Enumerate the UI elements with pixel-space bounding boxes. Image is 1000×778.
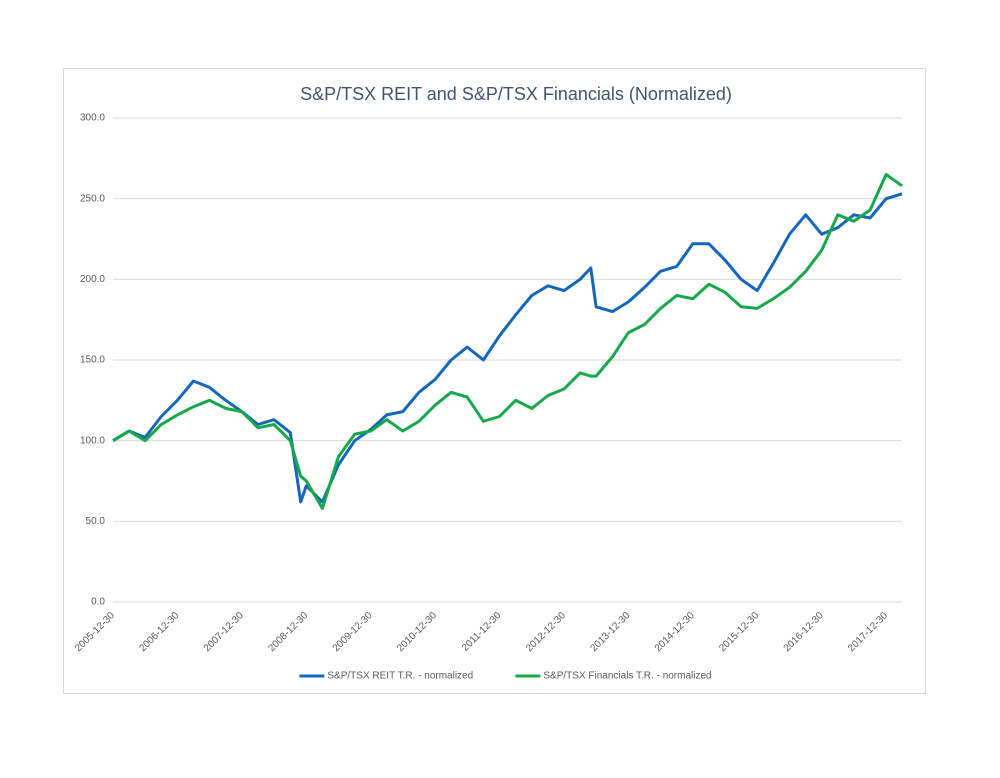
chart-title: S&P/TSX REIT and S&P/TSX Financials (Nor…: [300, 84, 732, 104]
y-tick-label: 250.0: [80, 193, 105, 204]
y-tick-label: 100.0: [80, 435, 105, 446]
y-tick-label: 50.0: [86, 516, 106, 527]
chart-frame: [63, 68, 926, 694]
legend-label: S&P/TSX Financials T.R. - normalized: [543, 671, 711, 682]
legend-label: S&P/TSX REIT T.R. - normalized: [327, 671, 473, 682]
y-tick-label: 200.0: [80, 274, 105, 285]
y-tick-label: 300.0: [80, 113, 105, 124]
series-line: [112, 173, 903, 510]
y-tick-label: 0.0: [91, 597, 105, 608]
y-tick-label: 150.0: [80, 355, 105, 366]
